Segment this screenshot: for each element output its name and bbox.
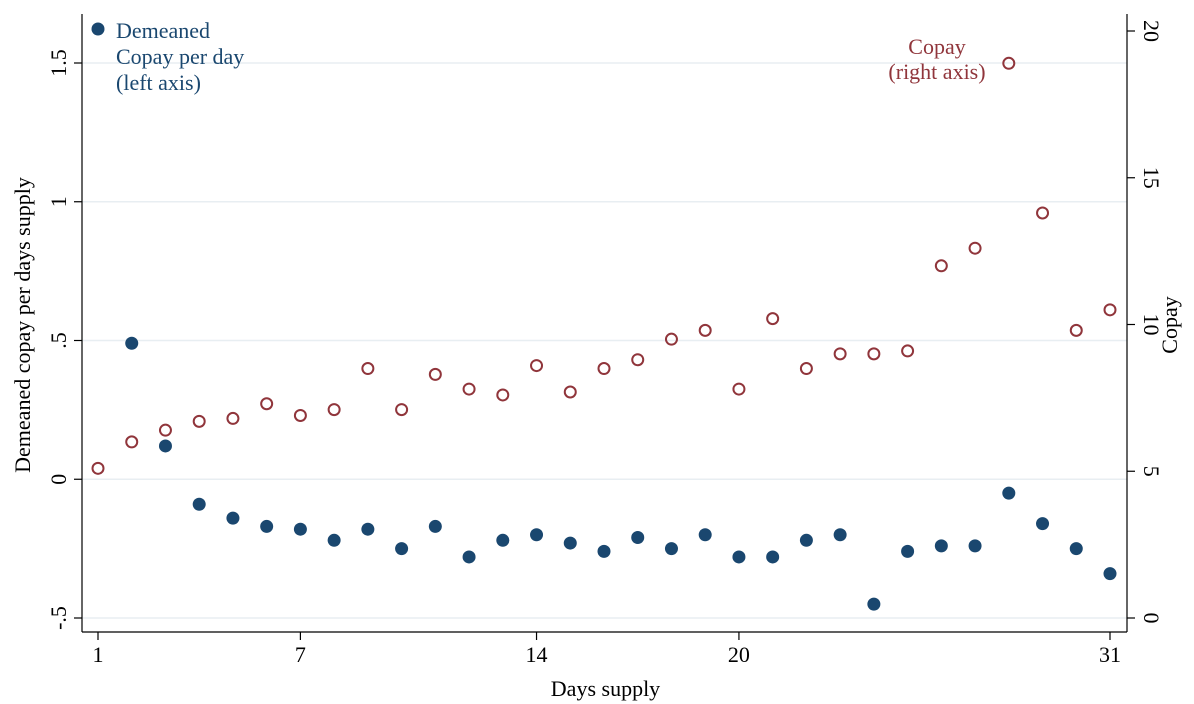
y-right-tick-label: 5 <box>1139 466 1164 477</box>
point-demeaned-copay <box>766 550 780 564</box>
point-copay <box>1103 303 1117 317</box>
point-copay <box>192 414 206 428</box>
annotation-left-line: (left axis) <box>116 70 201 95</box>
point-demeaned-copay <box>1069 542 1083 556</box>
y-right-tick-label: 0 <box>1139 613 1164 624</box>
y-axis-right-label: Copay <box>1157 296 1182 353</box>
point-demeaned-copay <box>968 539 982 553</box>
y-left-tick-label: 1 <box>46 196 71 207</box>
point-demeaned-copay <box>631 531 645 545</box>
point-copay <box>766 312 780 326</box>
point-copay <box>327 403 341 417</box>
point-demeaned-copay <box>293 522 307 536</box>
point-copay <box>158 423 172 437</box>
point-demeaned-copay <box>597 544 611 558</box>
y-right-tick-label: 15 <box>1139 167 1164 189</box>
point-demeaned-copay <box>327 533 341 547</box>
y-left-tick-label: 1.5 <box>46 49 71 77</box>
point-copay <box>867 347 881 361</box>
data-points <box>91 56 1117 611</box>
point-demeaned-copay <box>158 439 172 453</box>
y-left-tick-label: 0 <box>46 474 71 485</box>
point-copay <box>833 347 847 361</box>
point-demeaned-copay <box>125 336 139 350</box>
point-copay <box>1036 206 1050 220</box>
point-copay <box>732 382 746 396</box>
point-demeaned-copay <box>462 550 476 564</box>
point-demeaned-copay <box>226 511 240 525</box>
point-demeaned-copay <box>530 528 544 542</box>
tick-labels: 1 7 14 20 31 -.5 0 .5 1 1.5 0 5 10 15 20 <box>46 20 1164 667</box>
point-copay <box>563 385 577 399</box>
point-copay <box>428 367 442 381</box>
y-right-tick-label: 20 <box>1139 20 1164 42</box>
x-tick-label: 7 <box>295 642 306 667</box>
point-copay <box>293 408 307 422</box>
point-copay <box>125 435 139 449</box>
point-copay <box>901 344 915 358</box>
point-demeaned-copay <box>664 542 678 556</box>
annotation-right-line: Copay <box>908 34 965 59</box>
point-demeaned-copay <box>563 536 577 550</box>
point-copay <box>226 411 240 425</box>
x-tick-label: 14 <box>526 642 548 667</box>
x-tick-label: 31 <box>1099 642 1121 667</box>
point-demeaned-copay <box>901 544 915 558</box>
point-copay <box>395 403 409 417</box>
point-demeaned-copay <box>732 550 746 564</box>
axes <box>74 14 1135 640</box>
point-demeaned-copay <box>1103 567 1117 581</box>
point-demeaned-copay <box>496 533 510 547</box>
point-copay <box>260 397 274 411</box>
annotation-left-line: Copay per day <box>116 44 244 69</box>
point-demeaned-copay <box>1002 486 1016 500</box>
x-axis-label: Days supply <box>551 676 660 701</box>
point-copay <box>799 362 813 376</box>
point-demeaned-copay <box>1036 517 1050 531</box>
point-demeaned-copay <box>934 539 948 553</box>
point-demeaned-copay <box>260 519 274 533</box>
point-copay <box>496 388 510 402</box>
y-axis-left-label: Demeaned copay per days supply <box>10 177 35 473</box>
annotation-marker <box>91 22 105 36</box>
point-demeaned-copay <box>395 542 409 556</box>
annotation-left-line: Demeaned <box>116 18 210 43</box>
point-copay <box>361 362 375 376</box>
point-copay <box>934 259 948 273</box>
point-copay <box>631 353 645 367</box>
x-tick-label: 1 <box>93 642 104 667</box>
gridlines <box>82 62 1127 619</box>
annotation-right-line: (right axis) <box>888 59 985 84</box>
point-demeaned-copay <box>867 597 881 611</box>
y-left-tick-label: -.5 <box>46 606 71 630</box>
point-demeaned-copay <box>799 533 813 547</box>
point-copay <box>1002 56 1016 70</box>
point-copay <box>91 461 105 475</box>
point-copay <box>968 241 982 255</box>
point-demeaned-copay <box>833 528 847 542</box>
y-right-tick-label: 10 <box>1139 314 1164 336</box>
y-left-tick-label: .5 <box>46 332 71 349</box>
point-demeaned-copay <box>361 522 375 536</box>
point-copay <box>1069 323 1083 337</box>
point-demeaned-copay <box>428 519 442 533</box>
point-copay <box>530 359 544 373</box>
point-copay <box>664 332 678 346</box>
point-copay <box>597 362 611 376</box>
point-demeaned-copay <box>698 528 712 542</box>
point-copay <box>462 382 476 396</box>
point-demeaned-copay <box>192 497 206 511</box>
x-tick-label: 20 <box>728 642 750 667</box>
point-copay <box>698 323 712 337</box>
